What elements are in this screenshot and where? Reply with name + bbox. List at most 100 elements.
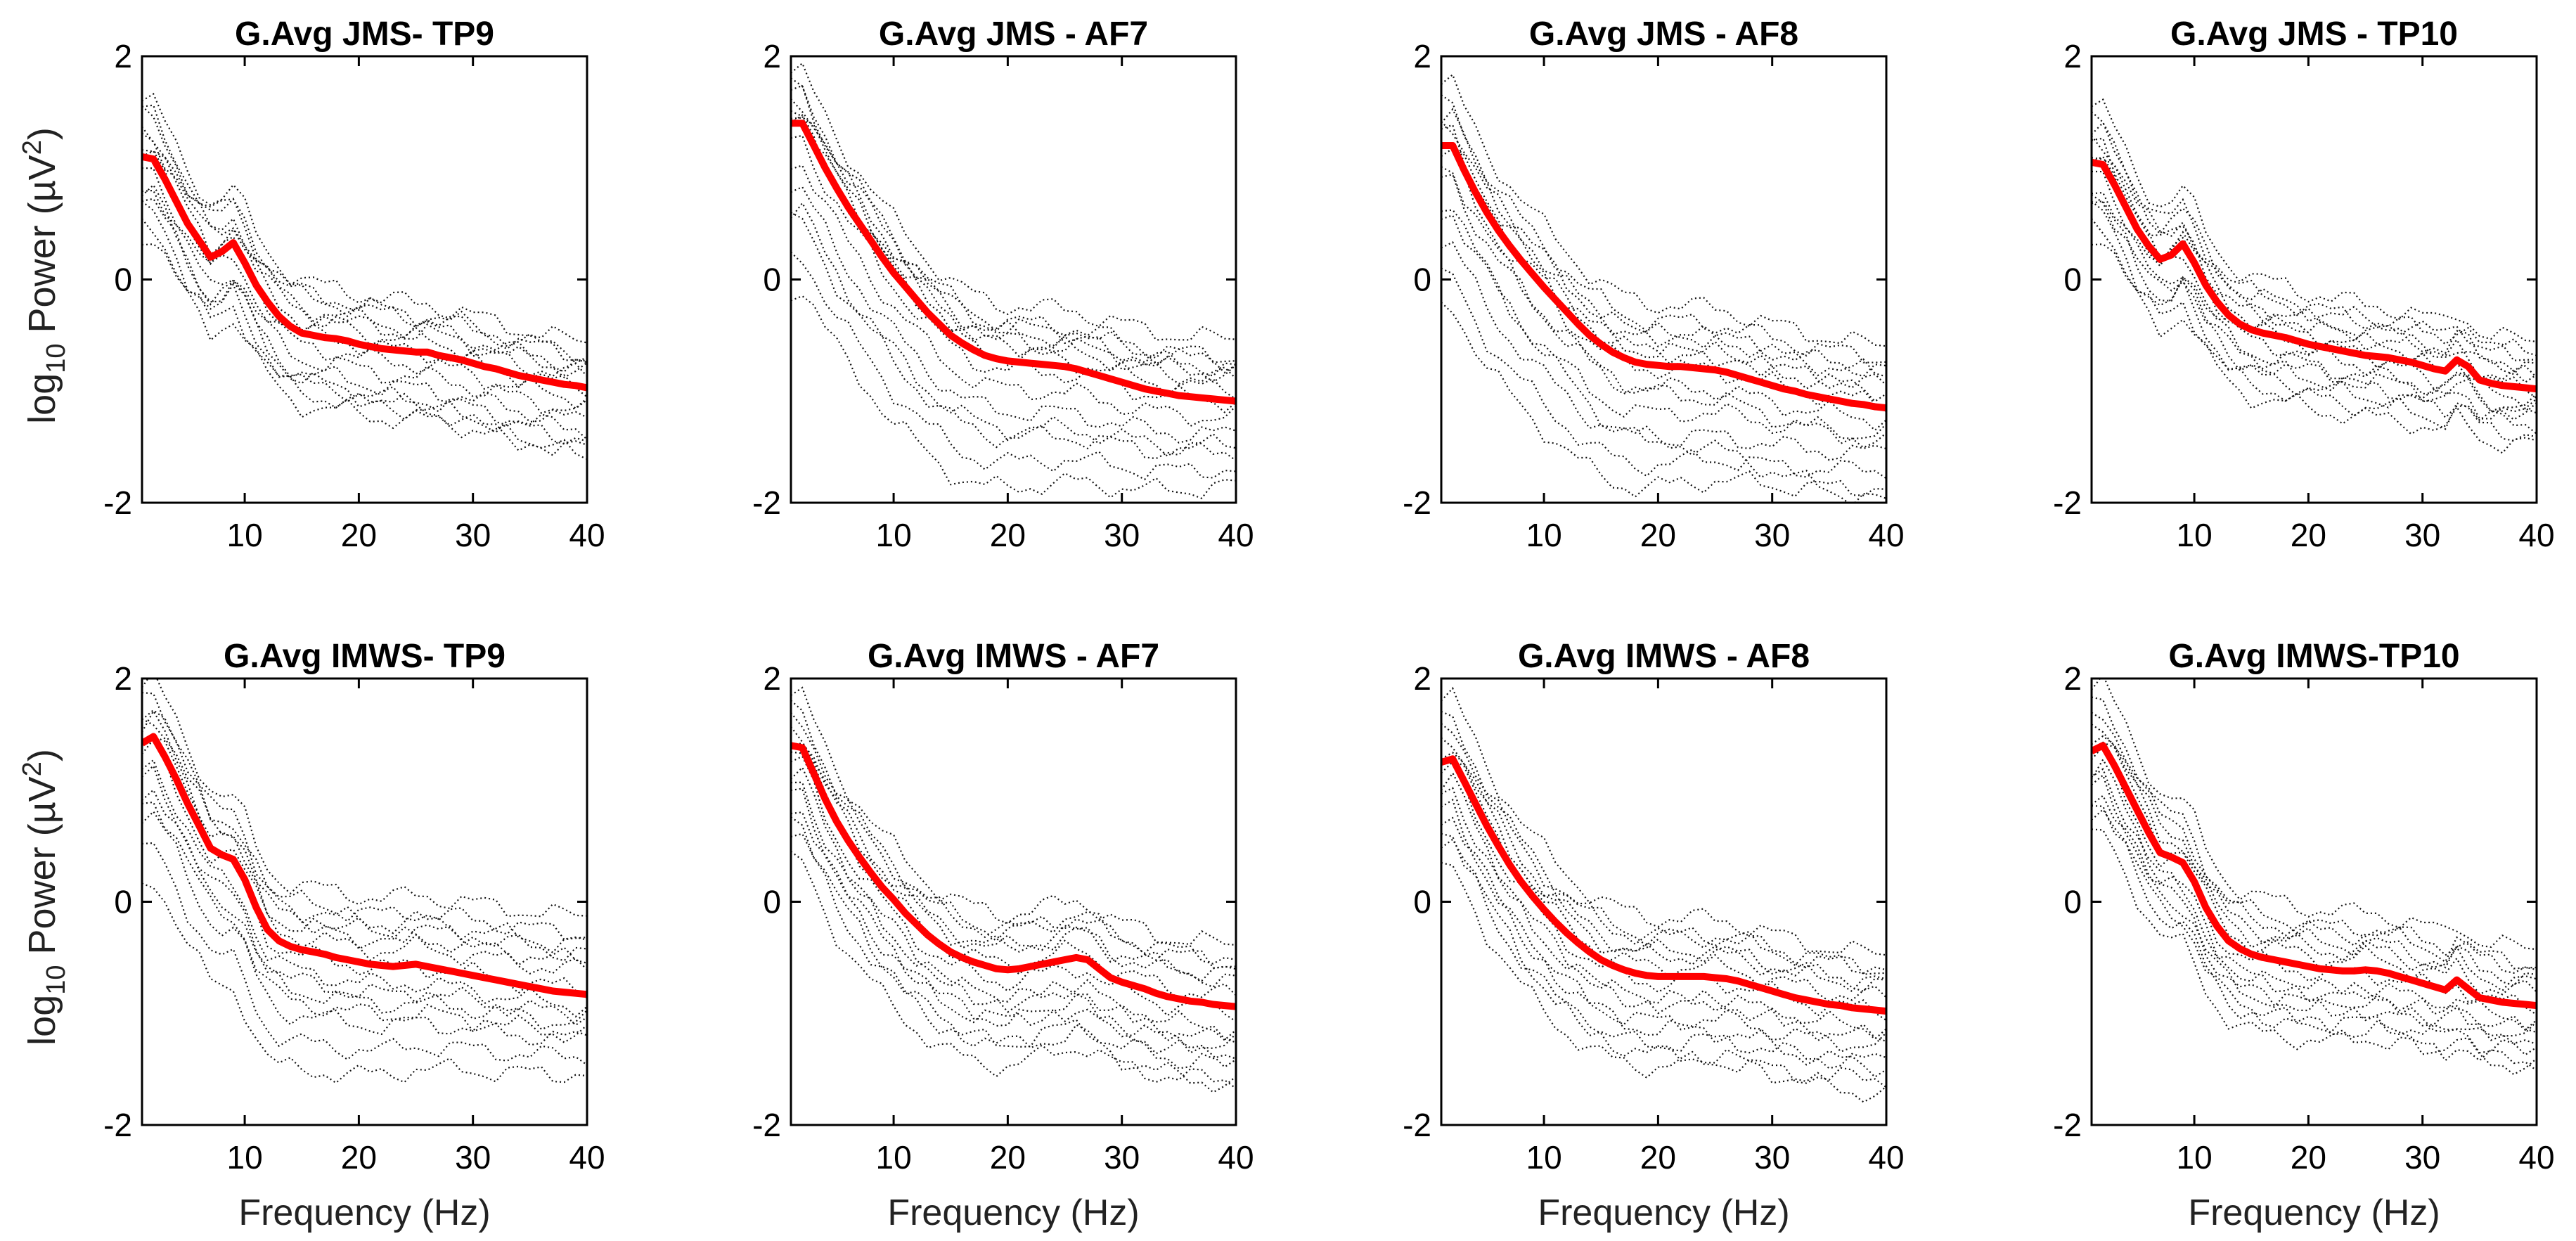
panel-5-xtick-label: 10 [226,1139,262,1176]
panel-3-mean-line [1441,142,1886,412]
panel-3-axes-box [1440,55,1888,504]
panel-8-title: G.Avg IMWS-TP10 [2168,638,2459,675]
panel-2-subject-line [791,84,1236,374]
panel-7-subject-line [1441,787,1886,1041]
panel-3-xtick-label: 20 [1640,517,1676,553]
panel-7-ytick-label: 2 [1413,660,1431,697]
panel-8-xlabel: Frequency (Hz) [2188,1192,2440,1233]
panel-2-ytick-label: 0 [763,262,781,298]
panel-3-subject-line [1441,166,1886,449]
panel-3-subject-line [1441,214,1886,445]
panel-6-xlabel: Frequency (Hz) [887,1192,1139,1233]
panel-4-subject-line [2092,98,2537,342]
panel-6-subject-line [791,781,1236,1041]
panel-7-subject-line [1441,838,1886,1069]
panel-2-subject-line [791,134,1236,413]
panel-6-subject-line [791,726,1236,989]
panel-8-subject-line [2092,679,2537,951]
panel-7-subject-line [1441,760,1886,1022]
panel-4-title: G.Avg JMS - TP10 [2170,15,2458,53]
panel-2-xtick-label: 40 [1218,517,1254,553]
panel-6-ytick-label: 2 [763,660,781,697]
panel-1-xtick-label: 30 [455,517,491,553]
panel-7-xlabel: Frequency (Hz) [1538,1192,1789,1233]
panel-4-xtick-label: 10 [2176,517,2212,553]
panel-1-subject-line [142,149,587,378]
panel-2-ytick-label: 2 [763,38,781,75]
panel-2-title: G.Avg JMS - AF7 [879,15,1148,53]
panel-3-subject-line [1441,147,1886,413]
panel-5-subject-line [142,810,587,1046]
panel-1-subject-line [142,184,587,461]
panel-7-subject-line [1441,816,1886,1053]
panel-8-xtick-label: 10 [2176,1139,2212,1176]
panel-1-xtick-label: 40 [569,517,605,553]
panel-5-xtick-label: 40 [569,1139,605,1176]
panel-1-subject-line [142,105,587,362]
panel-4-xtick-label: 30 [2404,517,2440,553]
ylabel-row1-sub: 10 [41,343,71,373]
panel-7-subject-line [1441,723,1886,975]
panel-3-title: G.Avg JMS - AF8 [1529,15,1798,53]
panel-3-subject-line [1441,267,1886,480]
panel-7-xtick-label: 10 [1526,1139,1561,1176]
panel-1-xtick-label: 20 [341,517,377,553]
panel-4-subject-line [2092,243,2537,454]
panel-8-ytick-label: 0 [2063,884,2082,920]
panel-7: -2 0 2 10 20 30 40 G.Avg IMWS - AF8 Frequency (H… [1403,638,1904,1233]
panel-3-subject-line [1441,173,1886,432]
panel-3-subject-line [1441,108,1886,378]
panel-2-xtick-label: 20 [990,517,1026,553]
panel-7-mean-line [1441,755,1886,1015]
panel-7-subject-line [1441,832,1886,1103]
panel-5-xlabel: Frequency (Hz) [238,1192,490,1233]
panel-5-subject-line [142,738,587,999]
panel-8-subject-line [2092,794,2537,1041]
panel-5-ytick-label: 0 [114,884,132,920]
panel-5-subject-line [142,709,587,966]
panel-5: -2 0 2 10 20 30 40 G.Avg IMWS- TP9 Frequency (Hz… [103,638,605,1233]
panel-6-subject-line [791,811,1236,1054]
panel-4-ytick-label: 0 [2063,262,2082,298]
panel-6-subject-line [791,686,1236,946]
panel-3-xtick-label: 40 [1868,517,1904,553]
panel-8-xtick-label: 40 [2518,1139,2554,1176]
panel-2-axes-box [790,55,1237,504]
panel-5-subject-line [142,801,587,1043]
panel-5-subject-line [142,709,587,954]
panel-5-subject-line [142,679,587,918]
ylabel-row2-sup: 2 [18,761,47,776]
panel-2-xtick-label: 10 [875,517,911,553]
panel-6-ytick-label: 0 [763,884,781,920]
panel-1-subject-line [142,200,587,440]
panel-7-subject-line [1441,711,1886,975]
panel-3-subject-line [1441,241,1886,461]
panel-3-ytick-label: 2 [1413,38,1431,75]
panel-1-subject-line [142,167,587,410]
panel-5-subject-line [142,764,587,1027]
panel-3: -2 0 2 10 20 30 40 G.Avg JMS - AF8 [1403,15,1904,553]
panel-8-subject-line [2092,735,2537,992]
panel-3-subject-line [1441,124,1886,403]
panel-5-subject-line [142,735,587,975]
panel-8-axes-box [2090,677,2538,1126]
panel-7-subject-line [1441,752,1886,993]
panel-6-subject-line [791,766,1236,1043]
panel-2-subject-line [791,164,1236,427]
panel-6-subject-line [791,755,1236,1022]
panel-4-subject-line [2092,191,2537,413]
panel-3-subject-line [1441,73,1886,347]
panel-8-subject-line [2092,696,2537,970]
ylabel-row1-log: log [21,373,63,424]
panel-1-axes-box [141,55,588,504]
panel-1-ytick-label: 2 [114,38,132,75]
panel-7-xtick-label: 40 [1868,1139,1904,1176]
ylabel-row1-rest: Power (µV [21,155,63,343]
panel-5-subject-line [142,759,587,1018]
panel-5-subject-line [142,692,587,941]
panel-3-xtick-label: 30 [1754,517,1790,553]
panel-4-subject-line [2092,111,2537,361]
panel-1-title: G.Avg JMS- TP9 [235,15,494,53]
panel-7-ytick-label: 0 [1413,884,1431,920]
